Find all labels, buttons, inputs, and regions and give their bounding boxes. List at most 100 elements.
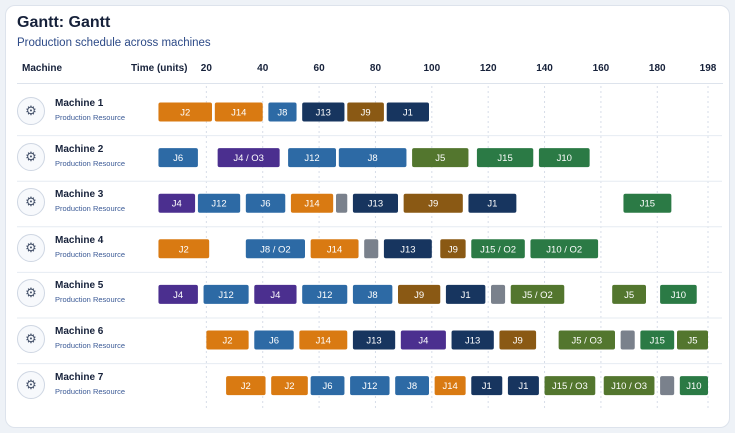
task-bar[interactable]: J5 — [677, 330, 708, 350]
task-bar[interactable]: J13 — [352, 193, 398, 213]
task-bar[interactable]: J12 — [350, 376, 390, 396]
task-bar[interactable]: J14 — [299, 330, 348, 350]
task-label: J6 — [323, 381, 333, 392]
task-bar[interactable]: J12 — [288, 148, 336, 168]
task-bar[interactable]: J2 — [158, 239, 210, 259]
task-bar[interactable]: J14 — [214, 102, 263, 122]
task-bar[interactable]: J10 — [660, 284, 697, 304]
task-bar[interactable]: J9 — [440, 239, 466, 259]
task-bar[interactable]: J4 — [254, 284, 297, 304]
task-rect — [158, 148, 198, 168]
task-bar[interactable] — [364, 239, 379, 259]
task-bar[interactable]: J14 — [310, 239, 359, 259]
task-rect — [677, 330, 708, 350]
task-bar[interactable]: J5 — [412, 148, 469, 168]
task-label: J4 — [172, 199, 182, 210]
task-label: J15 / O2 — [480, 244, 516, 255]
task-bar[interactable]: J8 — [338, 148, 407, 168]
task-bar[interactable]: J14 — [290, 193, 334, 213]
task-bar[interactable]: J2 — [158, 102, 212, 122]
task-bar[interactable]: J9 — [347, 102, 384, 122]
task-bar[interactable]: J10 / O2 — [530, 239, 599, 259]
task-bar[interactable]: J1 — [468, 193, 517, 213]
machine-resource: Production Resource — [55, 158, 126, 168]
task-bar[interactable]: J4 / O3 — [217, 148, 280, 168]
machine-icon: ⚙ — [17, 188, 45, 217]
task-bar[interactable]: J13 — [383, 239, 432, 259]
task-bar[interactable]: J10 — [679, 376, 708, 396]
task-label: J13 — [368, 199, 383, 210]
task-bar[interactable]: J10 / O3 — [603, 376, 655, 396]
task-bar[interactable]: J6 — [310, 376, 345, 396]
task-bar[interactable]: J12 — [302, 284, 348, 304]
task-rect — [491, 284, 506, 304]
x-tick-label: 100 — [423, 63, 441, 74]
task-bar[interactable]: J14 — [434, 376, 466, 396]
task-bar[interactable]: J4 — [158, 284, 198, 304]
chart-title: Gantt: Gantt — [17, 14, 111, 31]
task-rect — [217, 148, 280, 168]
task-bar[interactable]: J15 / O2 — [471, 239, 525, 259]
task-bar[interactable]: J15 — [623, 193, 672, 213]
task-bar[interactable]: J15 / O3 — [544, 376, 596, 396]
machine-icon: ⚙ — [17, 279, 45, 308]
machine-row-label: ⚙ Machine 4 Production Resource — [17, 231, 147, 267]
x-tick-label: 180 — [648, 63, 666, 74]
task-bar[interactable]: J5 — [612, 284, 646, 304]
machine-name: Machine 2 — [55, 143, 104, 155]
task-bar[interactable]: J9 — [403, 193, 463, 213]
task-bar[interactable]: J4 — [400, 330, 446, 350]
task-bar[interactable]: J1 — [386, 102, 429, 122]
task-bar[interactable]: J8 — [268, 102, 297, 122]
task-bar[interactable]: J15 — [476, 148, 534, 168]
task-bar[interactable] — [336, 193, 348, 213]
machine-column-header: Machine — [22, 63, 63, 74]
task-bar[interactable]: J6 — [254, 330, 294, 350]
task-label: J1 — [518, 381, 528, 392]
task-bar[interactable]: J5 / O3 — [558, 330, 615, 350]
task-bar[interactable]: J1 — [445, 284, 486, 304]
task-rect — [558, 330, 615, 350]
task-bar[interactable]: J2 — [271, 376, 308, 396]
task-bar[interactable]: J10 — [538, 148, 590, 168]
task-bar[interactable]: J13 — [352, 330, 396, 350]
task-bar[interactable]: J8 — [395, 376, 429, 396]
task-rect — [468, 193, 517, 213]
x-tick-label: 160 — [592, 63, 610, 74]
task-rect — [412, 148, 469, 168]
machine-resource: Production Resource — [55, 341, 126, 350]
task-label: J1 — [461, 290, 471, 301]
machine-resource: Production Resource — [55, 295, 126, 305]
task-bar[interactable]: J8 / O2 — [245, 239, 305, 259]
task-rect — [350, 376, 390, 396]
task-bar[interactable]: J2 — [206, 330, 249, 350]
task-bar[interactable]: J9 — [398, 284, 441, 304]
machine-resource: Production Resource — [55, 249, 126, 259]
x-tick-label: 40 — [257, 63, 269, 74]
task-bar[interactable]: J4 — [158, 193, 196, 213]
task-bar[interactable]: J2 — [226, 376, 266, 396]
task-rect — [620, 330, 635, 350]
task-label: J13 — [465, 336, 480, 347]
task-bar[interactable]: J12 — [197, 193, 241, 213]
machine-icon: ⚙ — [17, 142, 45, 171]
task-bar[interactable]: J6 — [245, 193, 286, 213]
task-label: J8 / O2 — [260, 244, 291, 255]
task-bar[interactable]: J1 — [471, 376, 503, 396]
task-bar[interactable]: J13 — [302, 102, 345, 122]
task-bar[interactable] — [491, 284, 506, 304]
task-bar[interactable] — [660, 376, 675, 396]
task-bar[interactable]: J9 — [499, 330, 537, 350]
task-bar[interactable]: J5 / O2 — [510, 284, 565, 304]
task-bar[interactable]: J13 — [451, 330, 494, 350]
task-bar[interactable]: J1 — [507, 376, 539, 396]
task-rect — [451, 330, 494, 350]
task-bar[interactable]: J12 — [203, 284, 249, 304]
task-bar[interactable]: J15 — [640, 330, 675, 350]
task-bar[interactable]: J8 — [352, 284, 393, 304]
machine-name: Machine 4 — [55, 234, 104, 246]
task-bar[interactable]: J6 — [158, 148, 198, 168]
task-label: J5 — [687, 336, 697, 347]
task-bar[interactable] — [620, 330, 635, 350]
task-label: J1 — [482, 381, 492, 392]
